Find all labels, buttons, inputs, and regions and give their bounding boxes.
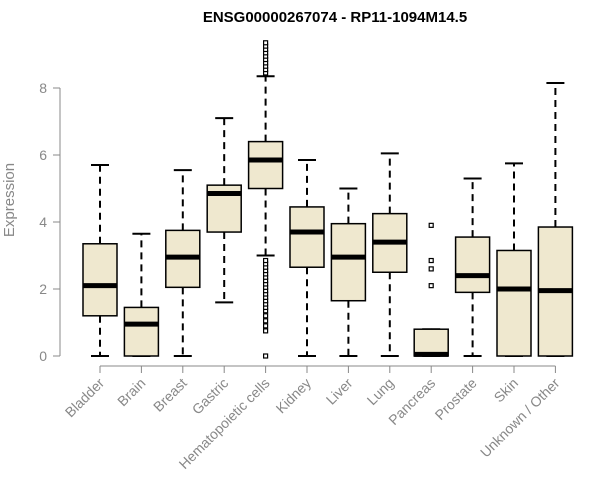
x-tick-label: Liver (323, 375, 356, 408)
outlier-point (428, 283, 434, 289)
x-tick-label: Skin (491, 375, 522, 406)
box-pancreas (413, 222, 449, 357)
box-kidney (289, 159, 325, 357)
iqr-box (123, 306, 160, 357)
iqr-box (247, 140, 284, 190)
outlier-point (428, 222, 434, 228)
outlier-point (263, 328, 269, 334)
box-breast (165, 169, 201, 357)
x-tick-label: Kidney (273, 375, 315, 417)
outlier-point (263, 353, 269, 359)
y-tick-label: 4 (39, 214, 47, 230)
y-tick-label: 0 (39, 348, 47, 364)
x-tick-label: Lung (364, 375, 397, 408)
box-lung (372, 152, 408, 357)
iqr-box (289, 206, 325, 268)
y-axis: 0 2 4 6 8 (39, 80, 61, 364)
box-unknown-other (537, 81, 574, 357)
outlier-point (263, 257, 269, 264)
box-prostate (454, 177, 491, 357)
y-tick-label: 2 (39, 281, 47, 297)
x-tick-label: Unknown / Other (477, 375, 563, 461)
box-liver (330, 187, 367, 357)
outlier-point (263, 40, 269, 46)
chart-title: ENSG00000267074 - RP11-1094M14.5 (203, 9, 467, 26)
outlier-point (263, 323, 269, 329)
outlier-point (263, 318, 269, 324)
box-gastric (206, 117, 242, 304)
box-skin (496, 162, 532, 357)
iqr-box (496, 249, 532, 357)
y-axis-label: Expression (1, 163, 18, 237)
outlier-point (428, 266, 434, 272)
x-tick-label: Brain (114, 375, 148, 409)
outlier-point (428, 257, 434, 264)
plot-area (82, 40, 574, 359)
y-tick-label: 6 (39, 147, 47, 163)
box-brain (123, 232, 160, 357)
iqr-box (330, 222, 367, 302)
iqr-box (454, 236, 491, 294)
y-tick-label: 8 (39, 80, 47, 96)
outlier-point (263, 313, 269, 319)
x-tick-label: Breast (150, 375, 190, 415)
x-tick-label: Prostate (432, 375, 480, 423)
box-bladder (82, 164, 118, 357)
x-tick-label: Bladder (62, 375, 108, 421)
box-hematopoietic-cells (247, 40, 284, 359)
iqr-box (82, 243, 118, 317)
